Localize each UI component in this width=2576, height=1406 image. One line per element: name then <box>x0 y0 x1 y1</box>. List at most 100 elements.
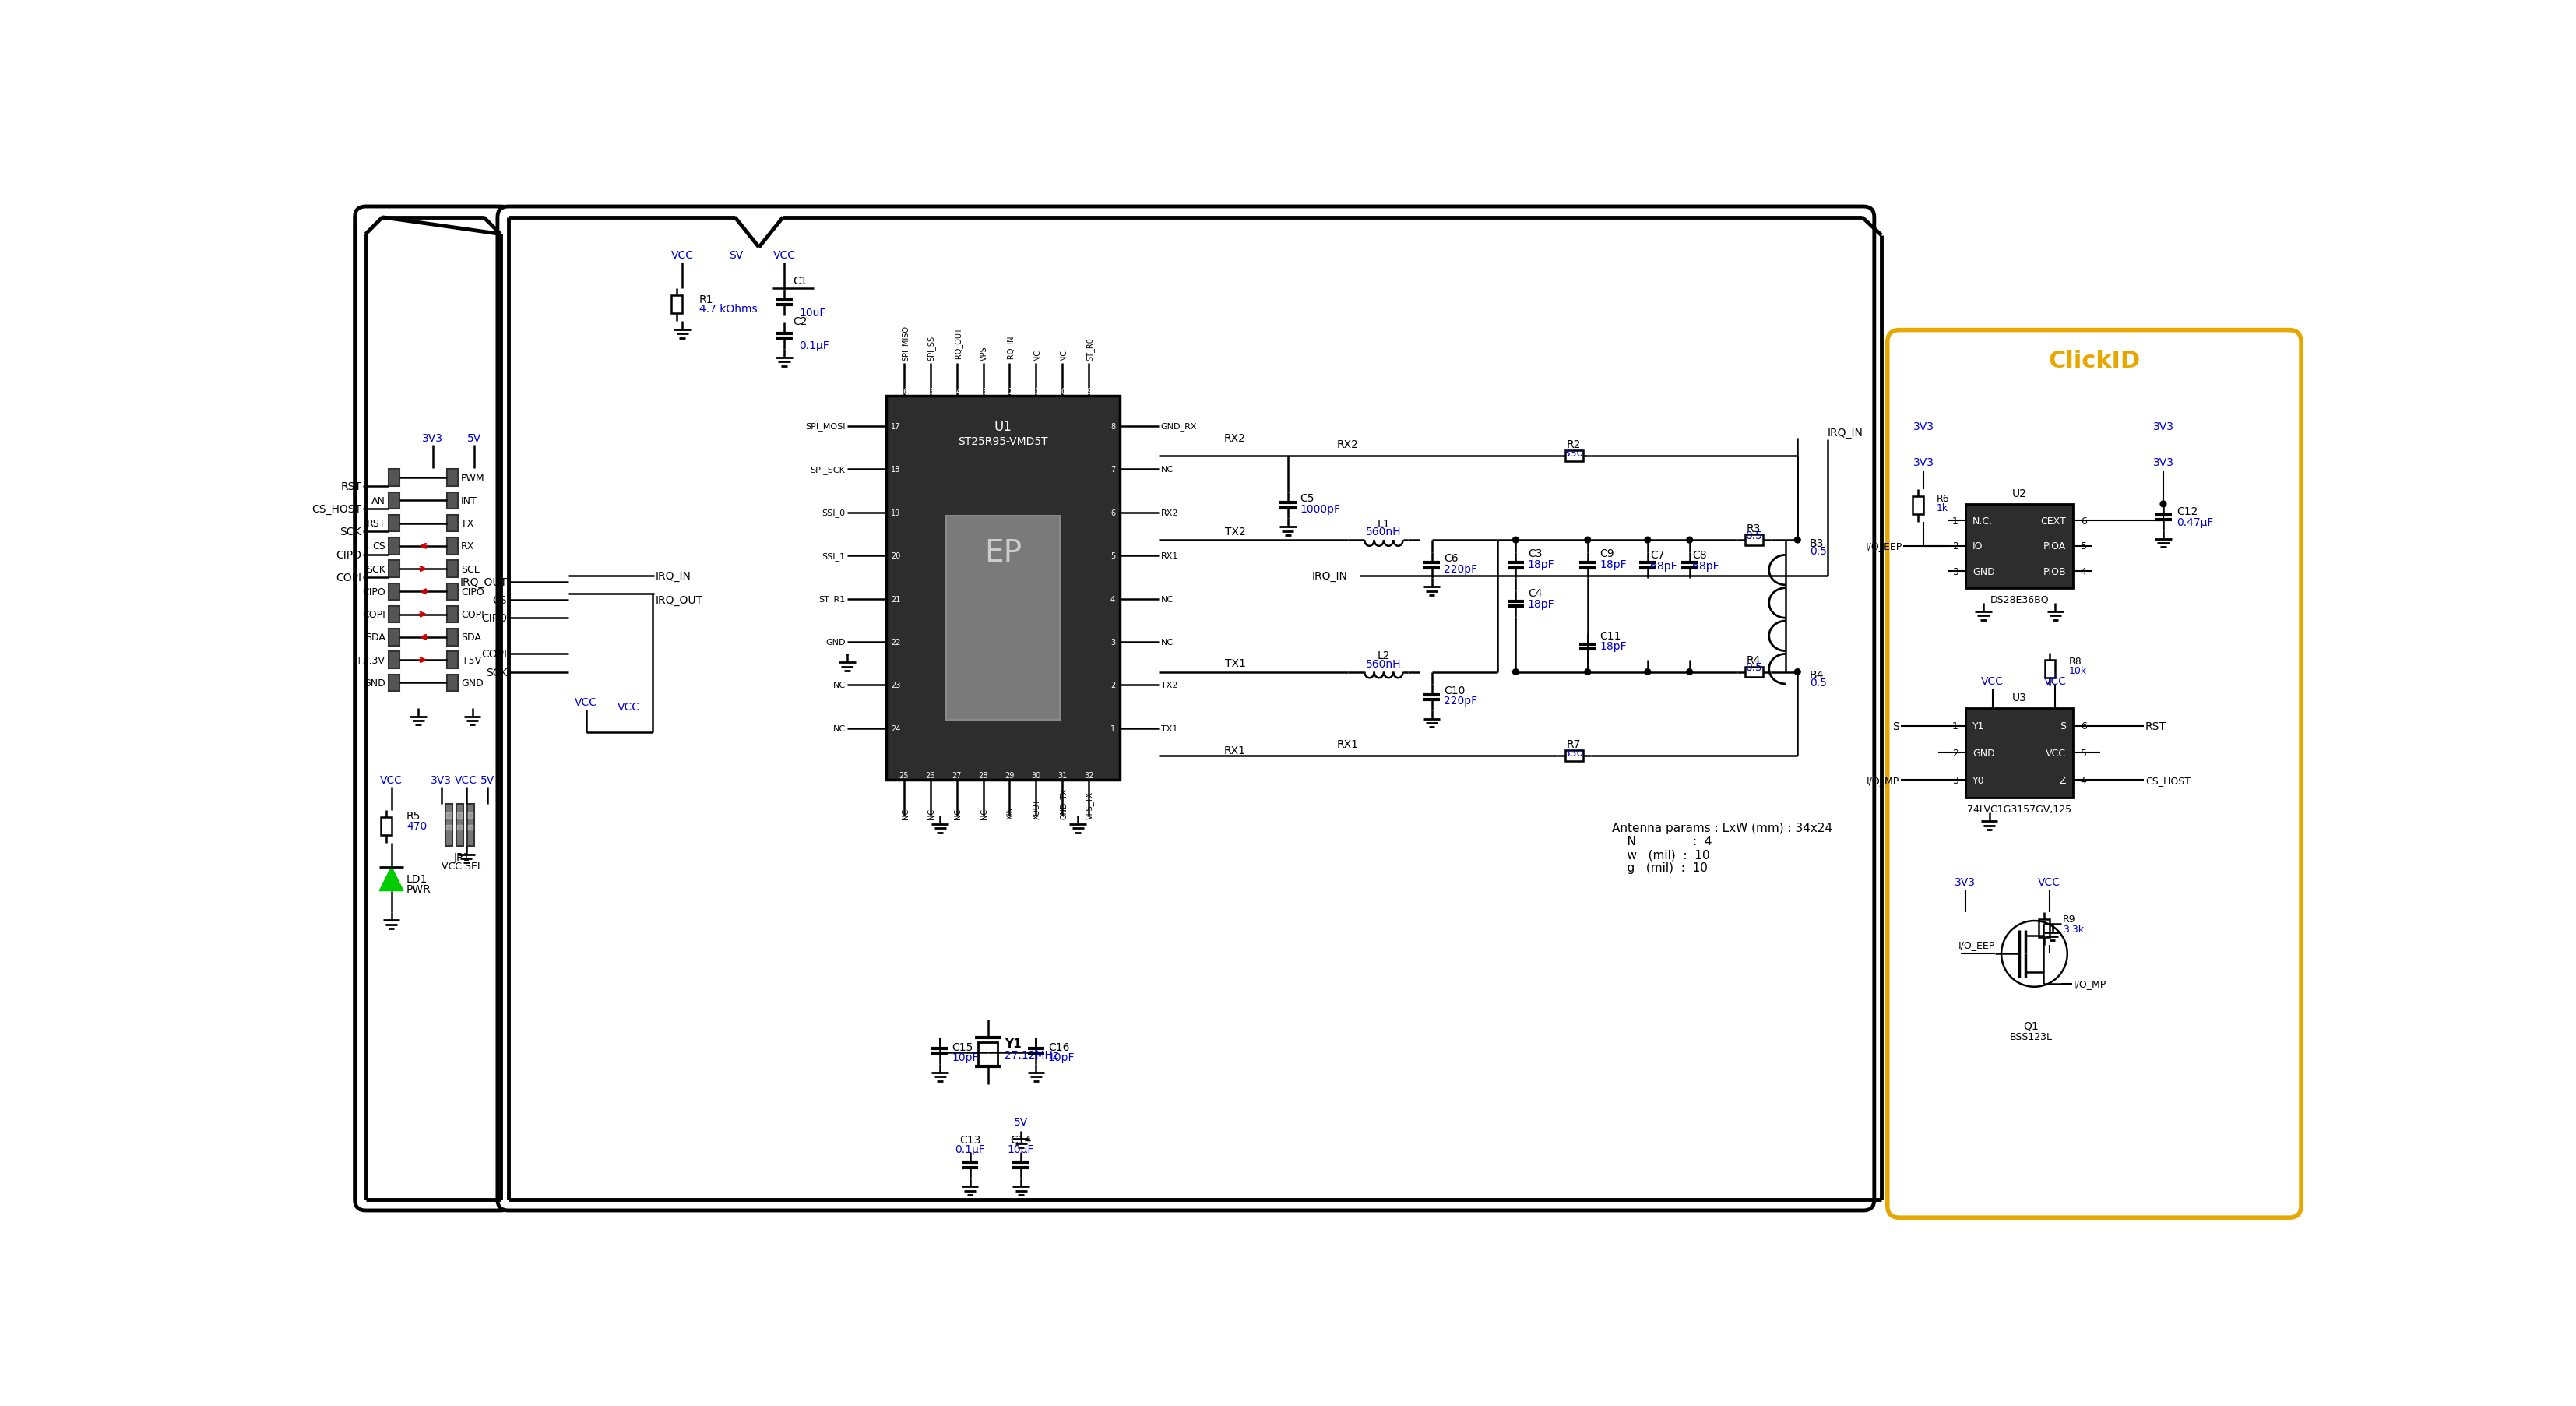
Text: DS28E36BQ: DS28E36BQ <box>1989 595 2048 605</box>
Text: C13: C13 <box>958 1135 981 1146</box>
Text: U1: U1 <box>994 419 1012 433</box>
Text: PWM: PWM <box>461 472 484 484</box>
Text: 68pF: 68pF <box>1651 561 1677 572</box>
Text: 29: 29 <box>1005 772 1015 779</box>
FancyBboxPatch shape <box>355 207 510 1211</box>
Text: Antenna params : LxW (mm) : 34x24: Antenna params : LxW (mm) : 34x24 <box>1613 823 1832 834</box>
Bar <box>448 515 459 531</box>
Text: R8: R8 <box>2069 657 2081 666</box>
Text: NC: NC <box>832 724 845 733</box>
Text: SV: SV <box>729 250 744 262</box>
Text: 0.1µF: 0.1µF <box>956 1144 984 1154</box>
Bar <box>979 1043 997 1067</box>
Text: VCC: VCC <box>2043 676 2066 686</box>
FancyBboxPatch shape <box>497 207 1875 1211</box>
Text: RST: RST <box>340 481 361 492</box>
Text: 3: 3 <box>1110 638 1115 647</box>
Text: 10µF: 10µF <box>1007 1144 1036 1154</box>
Bar <box>389 538 399 555</box>
Text: 68pF: 68pF <box>1692 561 1718 572</box>
Text: RX2: RX2 <box>1224 433 1247 444</box>
Text: CS_HOST: CS_HOST <box>2146 775 2190 785</box>
Text: R4: R4 <box>1747 655 1762 665</box>
Bar <box>1965 709 2074 799</box>
Bar <box>446 813 451 818</box>
Text: IO: IO <box>1973 541 1984 551</box>
Text: 220pF: 220pF <box>1443 564 1476 575</box>
Text: RST: RST <box>2146 721 2166 731</box>
Text: ST25R95-VMD5T: ST25R95-VMD5T <box>958 436 1048 447</box>
Text: 330: 330 <box>1564 748 1584 759</box>
Text: 5: 5 <box>1110 553 1115 560</box>
Text: 2: 2 <box>1110 682 1115 689</box>
Text: IRQ_IN: IRQ_IN <box>1007 335 1015 360</box>
Text: SCK: SCK <box>366 564 386 574</box>
Text: w   (mil)  :  10: w (mil) : 10 <box>1613 849 1710 860</box>
Text: Y0: Y0 <box>1973 775 1984 785</box>
Text: NC: NC <box>1033 350 1041 360</box>
Text: R7: R7 <box>1566 738 1582 749</box>
Text: RST: RST <box>366 519 386 529</box>
Text: C9: C9 <box>1600 548 1615 560</box>
Text: VCC SEL: VCC SEL <box>440 860 482 870</box>
Text: g   (mil)  :  10: g (mil) : 10 <box>1613 862 1708 873</box>
Text: 74LVC1G3157GV,125: 74LVC1G3157GV,125 <box>1968 804 2071 814</box>
Text: IRQ_IN: IRQ_IN <box>1311 571 1347 582</box>
Text: COPI: COPI <box>482 648 507 659</box>
Text: 0.5: 0.5 <box>1744 662 1762 673</box>
Circle shape <box>2161 502 2166 508</box>
Text: 560nH: 560nH <box>1365 658 1401 669</box>
Text: NC: NC <box>902 808 909 820</box>
Text: TX1: TX1 <box>1226 658 1247 669</box>
Text: GND: GND <box>363 678 386 688</box>
Circle shape <box>1795 537 1801 543</box>
Bar <box>886 396 1121 780</box>
Text: 3V3: 3V3 <box>1914 457 1935 468</box>
Bar <box>2038 920 2050 938</box>
Bar <box>456 804 464 846</box>
Text: CIPO: CIPO <box>363 586 386 598</box>
Bar <box>389 675 399 692</box>
Text: NC: NC <box>832 682 845 689</box>
Text: 27.12MHz: 27.12MHz <box>1005 1049 1059 1060</box>
Bar <box>448 675 459 692</box>
Text: CS: CS <box>492 595 507 606</box>
Bar <box>389 492 399 509</box>
Bar <box>389 606 399 623</box>
Text: C5: C5 <box>1301 494 1314 503</box>
Text: IRQ_OUT: IRQ_OUT <box>953 328 963 360</box>
Text: 6: 6 <box>1110 509 1115 516</box>
Text: U2: U2 <box>2012 488 2027 499</box>
Text: 5: 5 <box>2081 748 2087 758</box>
Text: RX2: RX2 <box>1337 439 1358 450</box>
Text: SPI_MOSI: SPI_MOSI <box>806 422 845 430</box>
Text: 10: 10 <box>1059 388 1066 395</box>
Bar <box>389 652 399 669</box>
Text: LD1: LD1 <box>407 873 428 884</box>
Text: 4.7 kOhms: 4.7 kOhms <box>698 304 757 315</box>
Text: S: S <box>1893 721 1899 731</box>
Text: S: S <box>2061 721 2066 731</box>
Text: EP: EP <box>984 537 1023 567</box>
Text: SPI_MISO: SPI_MISO <box>902 326 909 360</box>
Text: 4: 4 <box>2081 567 2087 576</box>
Text: COPI: COPI <box>335 572 361 583</box>
Text: SCK: SCK <box>487 666 507 678</box>
Text: 11: 11 <box>1030 388 1041 395</box>
Text: Y1: Y1 <box>1973 721 1984 731</box>
Bar <box>448 538 459 555</box>
Bar <box>389 561 399 578</box>
Text: 5V: 5V <box>1015 1116 1028 1128</box>
Text: 560nH: 560nH <box>1365 526 1401 537</box>
Text: 0.1µF: 0.1µF <box>799 340 829 352</box>
Text: 7: 7 <box>1110 465 1115 474</box>
Text: GND: GND <box>1973 567 1994 576</box>
Text: 220pF: 220pF <box>1443 696 1476 706</box>
Text: 3V3: 3V3 <box>422 433 443 444</box>
Text: 5V: 5V <box>479 775 495 786</box>
Text: VCC: VCC <box>618 702 641 713</box>
Text: C6: C6 <box>1443 553 1458 564</box>
Bar <box>389 583 399 600</box>
Text: CIPO: CIPO <box>482 613 507 624</box>
Bar <box>448 606 459 623</box>
